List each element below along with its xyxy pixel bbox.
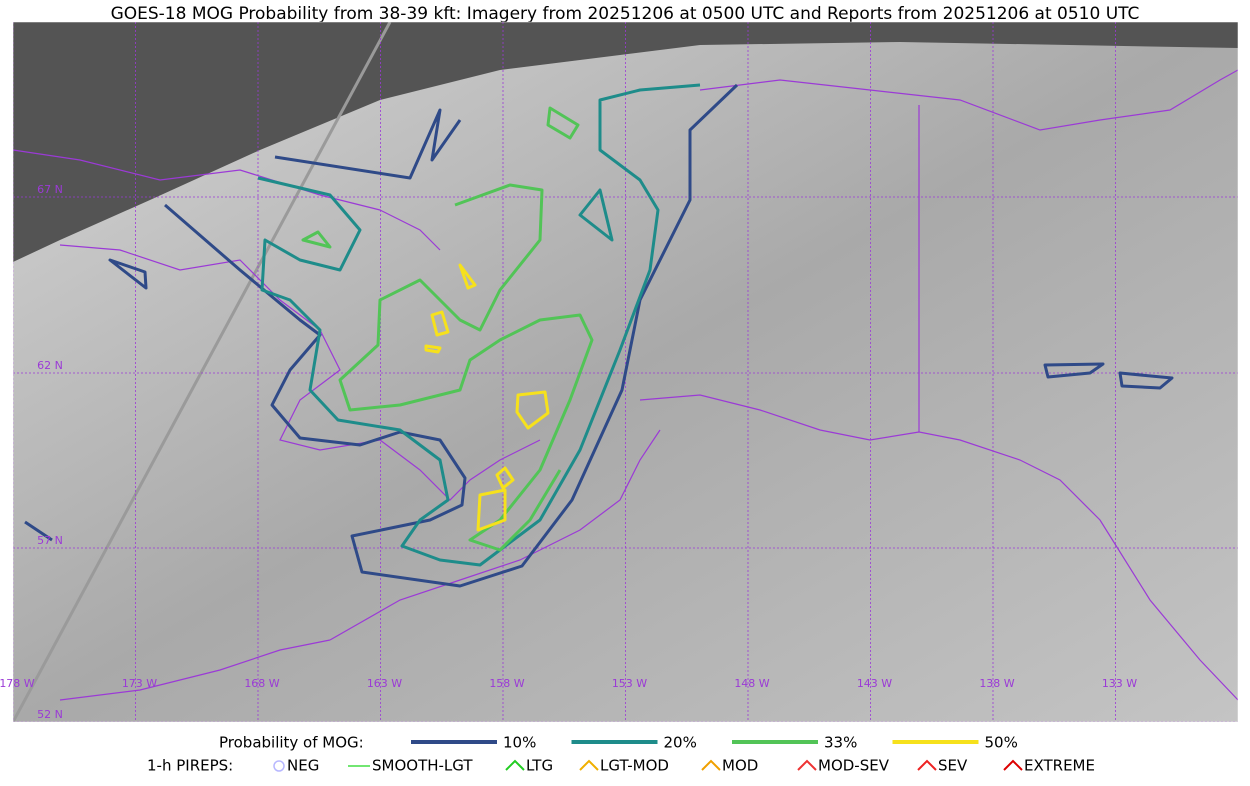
probability-contours: [24, 83, 1174, 588]
longitude-label: 138 W: [979, 677, 1014, 690]
legend-icon: [273, 760, 285, 772]
legend-title: 1-h PIREPS:: [147, 757, 233, 775]
title: GOES-18 MOG Probability from 38-39 kft: …: [111, 4, 1140, 24]
legend-icon: [797, 759, 817, 771]
longitude-label: 168 W: [244, 677, 279, 690]
latitude-label: 62 N: [37, 359, 63, 372]
longitude-label: 148 W: [734, 677, 769, 690]
latitude-label: 52 N: [37, 708, 63, 721]
latitude-label: 67 N: [37, 183, 63, 196]
legend-label: MOD-SEV: [818, 757, 890, 775]
legend-label: 10%: [503, 734, 536, 752]
legend-label: 50%: [985, 734, 1018, 752]
legend-icon: [505, 759, 525, 771]
legend-label: LTG: [526, 757, 553, 775]
longitude-label: 158 W: [489, 677, 524, 690]
legend-icon: [579, 759, 599, 771]
contour-50: [424, 263, 550, 532]
latitude-label: 57 N: [37, 534, 63, 547]
legend-icon: [1003, 759, 1023, 771]
legend-title: Probability of MOG:: [219, 734, 364, 752]
no-data-region: [13, 22, 1238, 262]
longitude-label: 153 W: [612, 677, 647, 690]
legend-label: EXTREME: [1024, 757, 1095, 775]
contour-33: [301, 106, 594, 552]
legend-icon: [701, 759, 721, 771]
legend-label: NEG: [287, 757, 319, 775]
map-frame: [12, 21, 1239, 723]
swath-edge: [13, 22, 392, 722]
map: [13, 22, 1238, 722]
coastlines: [13, 69, 1238, 701]
legend-label: MOD: [722, 757, 758, 775]
legend-label: 20%: [664, 734, 697, 752]
longitude-label: 178 W: [0, 677, 35, 690]
legend-icon: [917, 759, 937, 771]
longitude-label: 133 W: [1102, 677, 1137, 690]
longitude-label: 163 W: [367, 677, 402, 690]
longitude-label: 143 W: [857, 677, 892, 690]
legend-label: SMOOTH-LGT: [372, 757, 473, 775]
contour-20: [257, 83, 701, 567]
longitude-label: 173 W: [122, 677, 157, 690]
legend: Probability of MOG: 10% 20% 33% 50% 1-h PIREP…: [147, 734, 1095, 775]
legend-label: 33%: [824, 734, 857, 752]
contour-10: [24, 83, 1174, 588]
legend-label: LGT-MOD: [600, 757, 669, 775]
legend-label: SEV: [938, 757, 968, 775]
